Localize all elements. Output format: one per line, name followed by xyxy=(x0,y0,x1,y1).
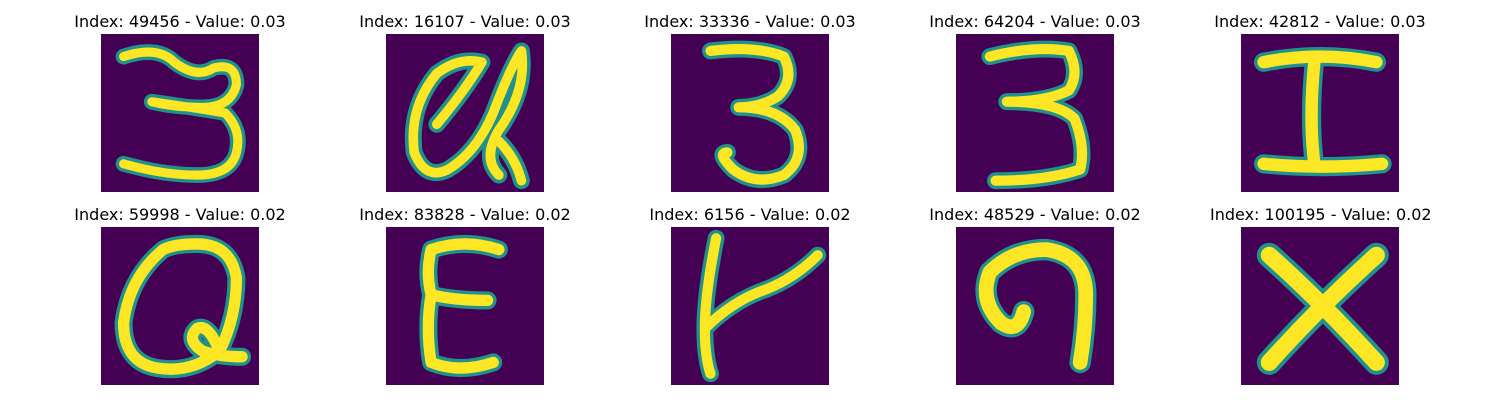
panel-3: Index: 33336 - Value: 0.03 xyxy=(640,0,860,192)
panel-1: Index: 49456 - Value: 0.03 xyxy=(70,0,290,192)
panel-6: Index: 59998 - Value: 0.02 xyxy=(70,193,290,385)
handwritten-glyph-image xyxy=(956,34,1114,192)
panel-title: Index: 59998 - Value: 0.02 xyxy=(74,205,286,224)
handwritten-glyph-image xyxy=(1241,34,1399,192)
handwritten-glyph-image xyxy=(1241,227,1399,385)
panel-title: Index: 42812 - Value: 0.03 xyxy=(1214,12,1426,31)
handwritten-glyph-image xyxy=(386,34,544,192)
panel-title: Index: 48529 - Value: 0.02 xyxy=(929,205,1141,224)
panel-title: Index: 16107 - Value: 0.03 xyxy=(359,12,571,31)
panel-8: Index: 6156 - Value: 0.02 xyxy=(640,193,860,385)
panel-2: Index: 16107 - Value: 0.03 xyxy=(355,0,575,192)
handwritten-glyph-image xyxy=(101,227,259,385)
panel-title: Index: 49456 - Value: 0.03 xyxy=(74,12,286,31)
handwritten-glyph-image xyxy=(101,34,259,192)
panel-title: Index: 6156 - Value: 0.02 xyxy=(649,205,851,224)
panel-title: Index: 83828 - Value: 0.02 xyxy=(359,205,571,224)
panel-title: Index: 33336 - Value: 0.03 xyxy=(644,12,856,31)
panel-title: Index: 64204 - Value: 0.03 xyxy=(929,12,1141,31)
panel-7: Index: 83828 - Value: 0.02 xyxy=(355,193,575,385)
handwritten-glyph-image xyxy=(671,227,829,385)
panel-title: Index: 100195 - Value: 0.02 xyxy=(1210,205,1432,224)
panel-10: Index: 100195 - Value: 0.02 xyxy=(1210,193,1432,385)
handwritten-glyph-image xyxy=(956,227,1114,385)
handwritten-glyph-image xyxy=(671,34,829,192)
handwritten-glyph-image xyxy=(386,227,544,385)
panel-4: Index: 64204 - Value: 0.03 xyxy=(925,0,1145,192)
panel-9: Index: 48529 - Value: 0.02 xyxy=(925,193,1145,385)
panel-5: Index: 42812 - Value: 0.03 xyxy=(1210,0,1430,192)
